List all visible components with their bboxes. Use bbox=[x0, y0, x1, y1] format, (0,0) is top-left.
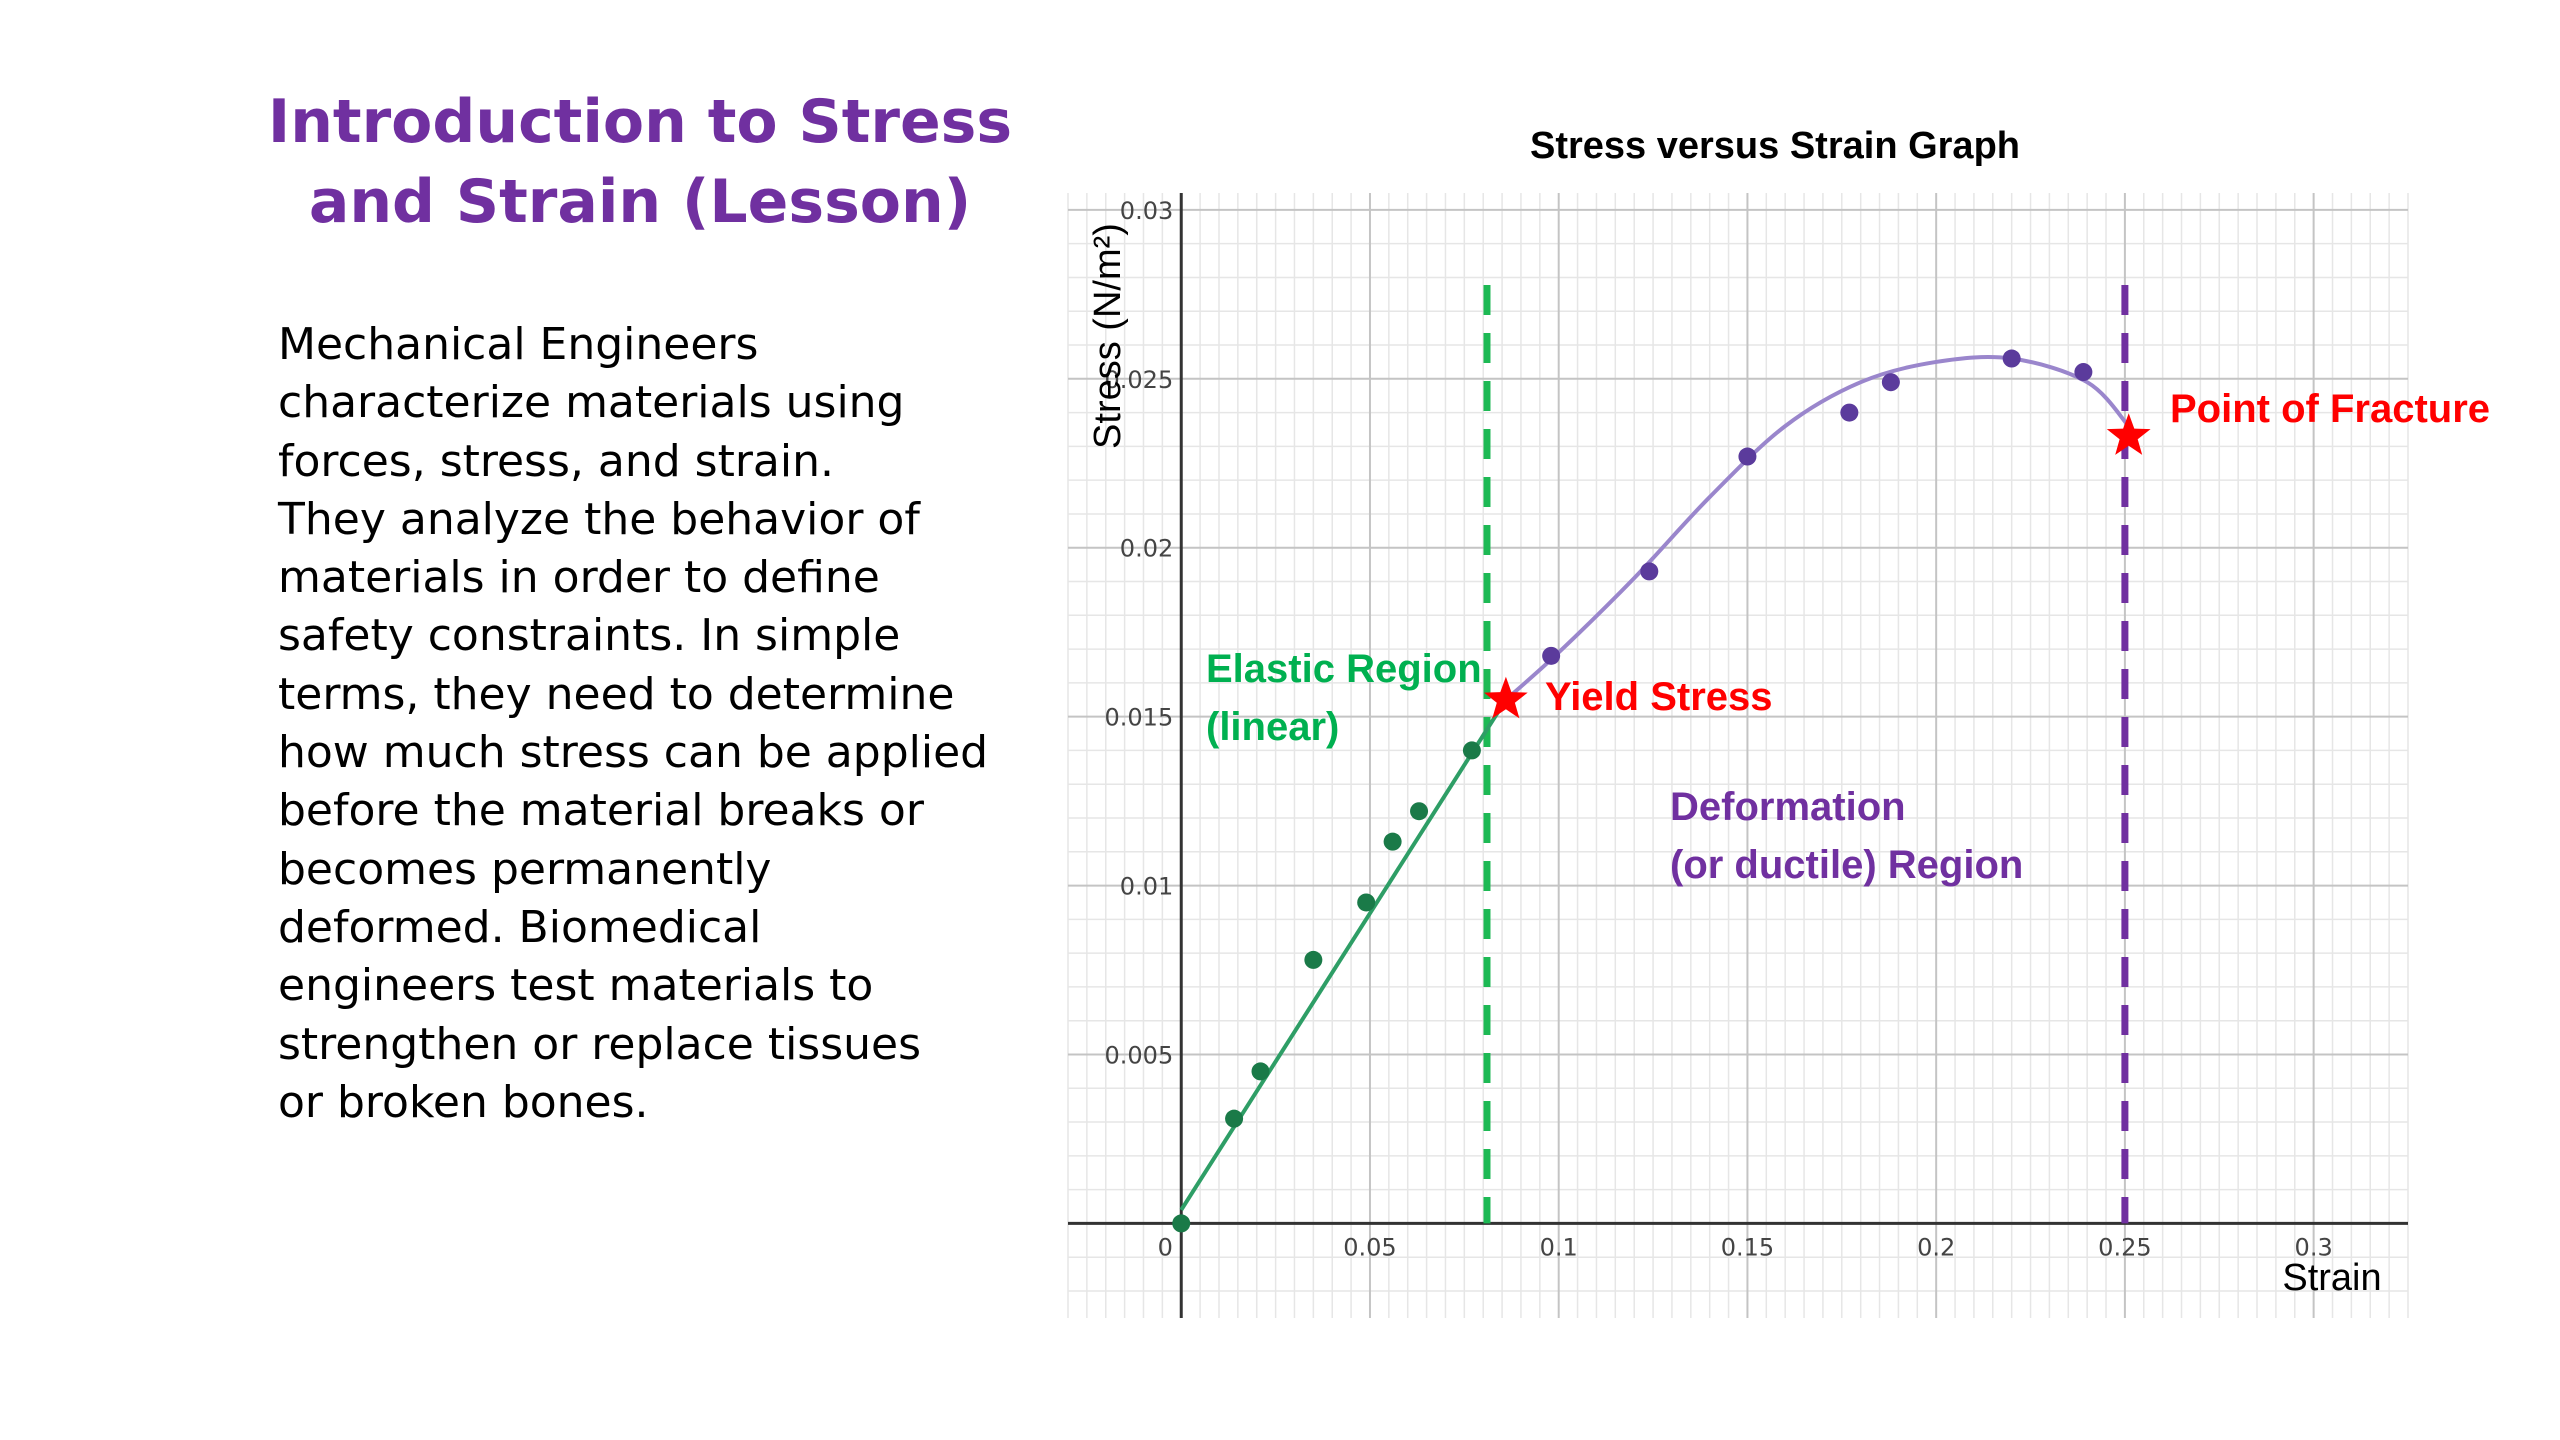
elastic-data-point bbox=[1383, 832, 1402, 851]
elastic-fit-line bbox=[1179, 698, 1508, 1211]
y-tick-label: 0.005 bbox=[1105, 1041, 1174, 1069]
y-tick-label: 0.01 bbox=[1120, 873, 1173, 901]
body-text-line: They analyze the behavior of bbox=[278, 493, 920, 545]
ductile-data-point bbox=[1542, 646, 1561, 665]
yield-stress-label: Yield Stress bbox=[1545, 675, 1773, 719]
chart-markers bbox=[1484, 413, 2151, 719]
x-tick-label: 0.3 bbox=[2295, 1233, 2333, 1261]
elastic-region-annotation: Elastic Region (linear) bbox=[1206, 647, 1482, 749]
body-text-line: terms, they need to determine bbox=[278, 668, 955, 720]
ductile-region-label-line-1: Deformation bbox=[1670, 785, 1906, 829]
ductile-curve bbox=[1504, 355, 2131, 702]
ductile-data-point bbox=[2074, 363, 2093, 382]
elastic-data-point bbox=[1225, 1109, 1244, 1128]
x-tick-label: 0.15 bbox=[1721, 1233, 1774, 1261]
chart-points bbox=[1172, 349, 2093, 1233]
body-text-line: or broken bones. bbox=[278, 1076, 649, 1128]
body-text-line: before the material breaks or bbox=[278, 785, 924, 837]
x-tick-label: 0.1 bbox=[1540, 1233, 1578, 1261]
y-tick-label: 0.03 bbox=[1120, 197, 1173, 225]
body-text-line: strengthen or replace tissues bbox=[278, 1018, 922, 1070]
body-text: Mechanical Engineers characterize materia… bbox=[278, 316, 1038, 1132]
body-text-line: safety constraints. In simple bbox=[278, 610, 901, 662]
chart-region-dividers bbox=[1483, 285, 2129, 1224]
elastic-data-point bbox=[1172, 1214, 1191, 1233]
yield-star-marker bbox=[1484, 676, 1528, 719]
elastic-region-label-line-2: (linear) bbox=[1206, 705, 1339, 749]
elastic-region-label-line-1: Elastic Region bbox=[1206, 647, 1482, 691]
ductile-data-point bbox=[2002, 349, 2021, 368]
x-axis-label: Strain bbox=[2282, 1257, 2381, 1299]
y-tick-label: 0.015 bbox=[1105, 704, 1174, 732]
body-text-line: materials in order to define bbox=[278, 552, 880, 604]
ductile-data-point bbox=[1881, 373, 1900, 392]
elastic-data-point bbox=[1357, 893, 1376, 912]
elastic-data-point bbox=[1251, 1062, 1270, 1081]
x-tick-label: 0.05 bbox=[1343, 1233, 1396, 1261]
y-axis-label: Stress (N/m²) bbox=[1087, 223, 1129, 449]
ductile-data-point bbox=[1738, 447, 1757, 466]
body-text-line: engineers test materials to bbox=[278, 960, 874, 1012]
body-text-line: deformed. Biomedical bbox=[278, 901, 762, 953]
body-text-line: characterize materials using bbox=[278, 377, 905, 429]
ductile-data-point bbox=[1840, 403, 1859, 422]
slide-title-line-1: Introduction to Stress bbox=[267, 87, 1013, 157]
body-text-line: Mechanical Engineers bbox=[278, 319, 759, 370]
elastic-data-point bbox=[1410, 802, 1429, 821]
y-tick-label: 0.02 bbox=[1120, 535, 1173, 563]
body-text-line: forces, stress, and strain. bbox=[278, 435, 834, 487]
ductile-region-label-line-2: (or ductile) Region bbox=[1670, 843, 2023, 887]
elastic-data-point bbox=[1462, 741, 1481, 760]
slide-title: Introduction to Stress and Strain (Lesso… bbox=[240, 82, 1040, 242]
x-tick-label: 0 bbox=[1158, 1233, 1173, 1261]
x-tick-label: 0.2 bbox=[1917, 1233, 1955, 1261]
body-text-line: how much stress can be applied bbox=[278, 727, 989, 779]
chart-labels: Stress versus Strain Graph Strain Stress… bbox=[1087, 125, 2490, 1299]
chart-curves bbox=[1179, 355, 2131, 1211]
chart-grid-major bbox=[1068, 193, 2408, 1318]
fracture-star-marker bbox=[2106, 413, 2151, 455]
chart-grid-minor bbox=[1067, 193, 2409, 1318]
fracture-point-label: Point of Fracture bbox=[2170, 387, 2490, 431]
chart-title: Stress versus Strain Graph bbox=[1530, 125, 2020, 167]
x-tick-label: 0.25 bbox=[2098, 1233, 2151, 1261]
y-tick-label: 0.025 bbox=[1105, 366, 1174, 394]
chart-tick-labels: 0 0.05 0.1 0.15 0.2 0.25 0.3 0.005 0.01 0.015 0.02… bbox=[1105, 197, 2333, 1262]
body-text-line: becomes permanently bbox=[278, 843, 772, 895]
elastic-data-point bbox=[1304, 950, 1323, 969]
chart-axes bbox=[1068, 193, 2408, 1318]
ductile-region-annotation: Deformation (or ductile) Region bbox=[1670, 785, 2023, 887]
ductile-data-point bbox=[1640, 562, 1659, 581]
slide-title-line-2: and Strain (Lesson) bbox=[308, 167, 972, 237]
